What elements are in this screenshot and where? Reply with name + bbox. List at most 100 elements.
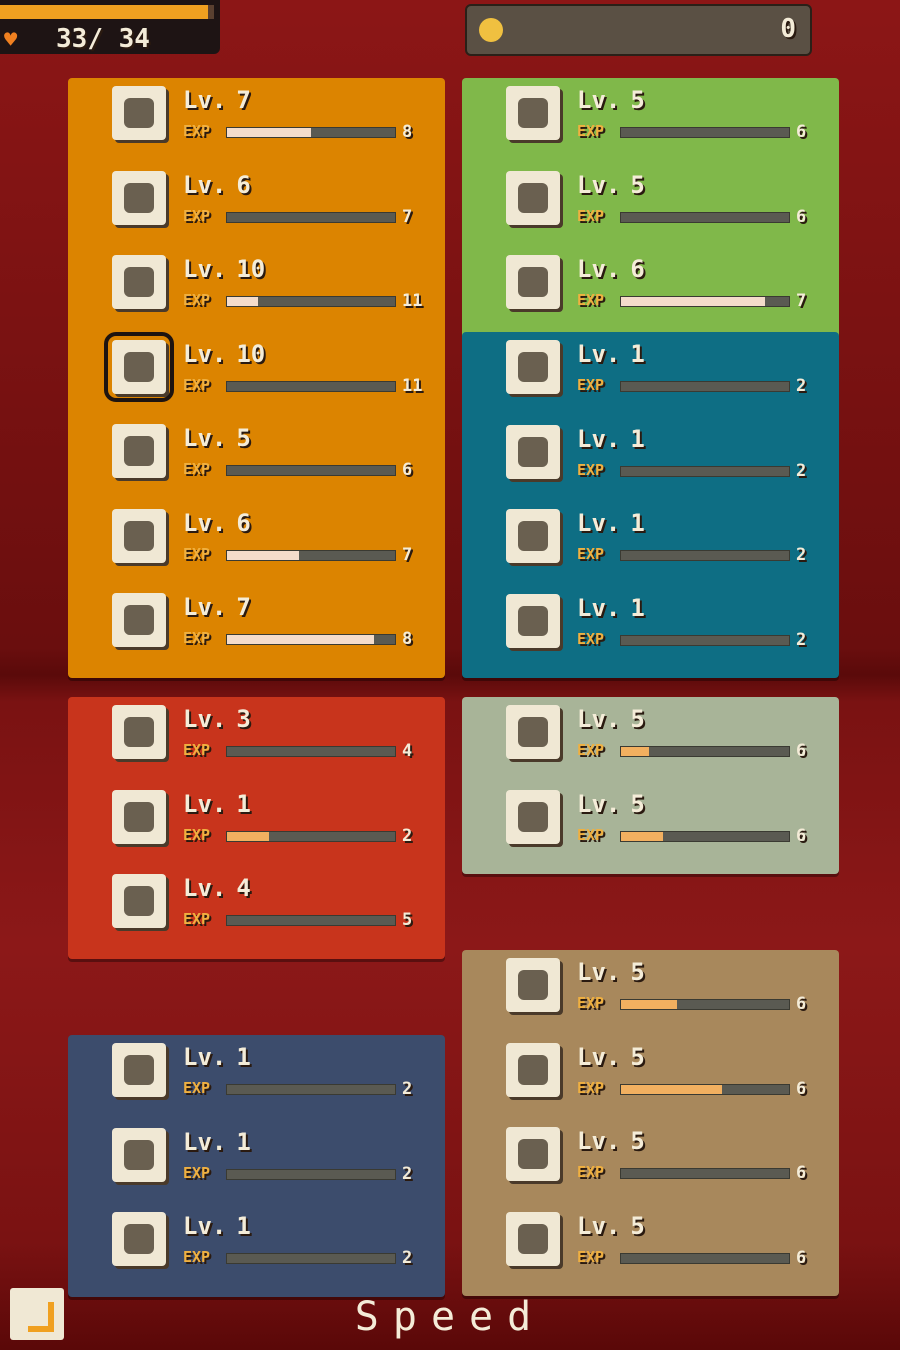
exp-track [620,550,790,561]
level-prefix: Lv. [183,593,227,621]
level-prefix: Lv. [577,705,621,733]
level-value: 10 [236,339,266,368]
level-value: 6 [236,170,251,199]
exp-label: EXP [577,376,605,394]
exp-fill [621,831,663,841]
level-text: Lv. 4 [183,874,251,902]
level-text: Lv. 5 [577,1127,645,1155]
level-text: Lv. 7 [183,86,251,114]
hp-current: 33 [56,24,88,54]
level-text: Lv. 5 [183,424,251,452]
exp-track [226,830,396,842]
level-value: 1 [630,340,645,368]
level-value: 5 [630,86,645,114]
exp-label: EXP [183,544,211,563]
exp-max: 2 [796,460,807,481]
level-value: 7 [236,86,251,114]
exp-max: 2 [402,1163,413,1184]
exp-track [226,634,396,645]
exp-max: 11 [402,375,423,396]
level-value: 5 [630,170,645,199]
level-prefix: Lv. [577,1127,621,1155]
skill-icon [506,593,560,648]
exp-label: EXP [577,1247,605,1266]
exp-max: 2 [402,1248,413,1268]
level-value: 6 [630,255,645,283]
exp-fill [227,297,258,306]
level-text: Lv. 1 [183,1043,251,1071]
level-value: 3 [236,705,251,733]
exp-track [226,465,396,476]
hp-text: 33/ 34 [56,24,150,54]
level-prefix: Lv. [183,170,227,199]
exp-label: EXP [577,545,605,563]
exp-label: EXP [183,741,211,759]
exp-label: EXP [183,122,211,140]
exp-label: EXP [577,629,605,648]
level-value: 5 [630,958,645,986]
hp-separator: / [87,24,119,54]
skill-icon [112,593,166,647]
skill-icon [112,1043,166,1097]
coin-box: 0 [465,4,812,56]
exp-fill [621,1000,677,1009]
exp-track [226,1253,396,1264]
exp-track [226,127,396,138]
exp-max: 8 [402,122,413,142]
coin-icon [479,18,503,42]
level-value: 1 [236,1127,251,1156]
exp-max: 6 [796,1247,807,1268]
skill-icon [506,509,560,563]
exp-fill [227,635,374,644]
level-value: 5 [630,1042,645,1071]
hp-max: 34 [118,24,150,54]
level-prefix: Lv. [577,1042,621,1071]
level-text: Lv. 1 [183,1128,251,1156]
level-text: Lv. 1 [577,340,645,368]
exp-max: 2 [796,629,807,650]
level-text: Lv. 1 [183,1212,251,1240]
skill-panel: Lv. 1 EXP 2 Lv. 1 EXP 2 Lv. 1 EXP 2 [68,1035,445,1297]
level-text: Lv. 1 [577,594,645,622]
level-prefix: Lv. [183,255,227,283]
exp-label: EXP [183,291,211,309]
exp-track [620,1252,790,1264]
level-text: Lv. 10 [183,255,265,283]
exp-label: EXP [183,375,211,394]
level-text: Lv. 1 [183,790,251,818]
exp-max: 6 [796,825,807,846]
skill-icon[interactable] [104,331,174,402]
level-prefix: Lv. [183,508,227,537]
hp-fill [0,5,208,19]
exp-label: EXP [577,291,605,309]
level-prefix: Lv. [577,593,621,622]
skill-panel: Lv. 5 EXP 6 Lv. 5 EXP 6 Lv. 6 EXP 7 [462,78,839,340]
exp-max: 6 [796,994,807,1014]
skill-icon [112,789,166,844]
level-prefix: Lv. [183,1043,227,1071]
skill-panel: Lv. 5 EXP 6 Lv. 5 EXP 6 [462,697,839,874]
skill-icon [112,424,166,478]
skill-icon [506,340,560,394]
speed-button[interactable] [10,1288,64,1340]
level-value: 5 [630,705,645,733]
exp-label: EXP [577,122,605,140]
exp-track [620,127,790,138]
exp-max: 8 [402,629,413,649]
exp-max: 2 [796,545,807,565]
exp-track [226,1168,396,1180]
exp-track [620,830,790,842]
skill-icon [112,86,166,140]
level-prefix: Lv. [183,86,227,114]
level-prefix: Lv. [183,874,227,902]
level-text: Lv. 10 [183,340,265,368]
exp-track [620,465,790,477]
exp-max: 7 [402,206,413,227]
skill-icon [506,1211,560,1266]
skill-icon [506,255,560,309]
exp-track [620,211,790,223]
level-value: 4 [236,874,251,902]
skill-icon [112,874,166,928]
skill-icon [112,1212,166,1266]
exp-fill [621,297,765,306]
